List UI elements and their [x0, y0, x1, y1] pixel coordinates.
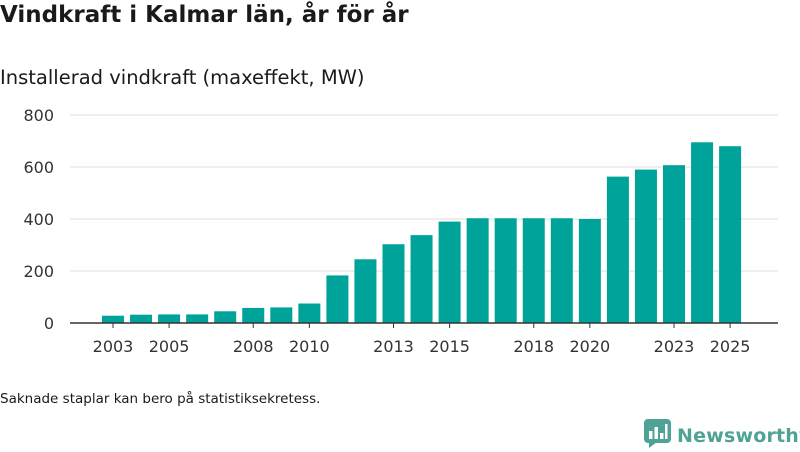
bar-2022	[634, 169, 657, 323]
footnote: Saknade staplar kan bero på statistiksek…	[0, 391, 321, 407]
x-tick-label-2010: 2010	[289, 337, 330, 356]
x-tick-label-2020: 2020	[569, 337, 610, 356]
bar-2018	[522, 218, 545, 323]
bar-2015	[438, 221, 461, 323]
bar-2023	[663, 165, 685, 323]
y-tick-label-400: 400	[23, 210, 54, 229]
x-tick-label-2003: 2003	[93, 337, 134, 356]
x-tick-label-2018: 2018	[513, 337, 554, 356]
bar-2013	[382, 244, 405, 323]
x-tick-label-2013: 2013	[373, 337, 414, 356]
brand-name: Newsworthy	[677, 424, 800, 447]
bar-2021	[606, 176, 629, 323]
y-tick-label-200: 200	[23, 262, 54, 281]
bar-2004	[130, 314, 153, 323]
bar-2006	[186, 314, 209, 323]
x-tick-label-2025: 2025	[710, 337, 751, 356]
bar-2024	[691, 142, 714, 323]
bar-2019	[550, 218, 573, 323]
bar-2005	[158, 314, 181, 323]
chart-title: Vindkraft i Kalmar län, år för år	[0, 2, 409, 28]
x-tick-label-2015: 2015	[429, 337, 470, 356]
bar-2025	[719, 146, 742, 323]
bar-2020	[578, 219, 601, 323]
bar-2009	[270, 307, 293, 323]
bar-2014	[410, 235, 433, 323]
chart-subtitle: Installerad vindkraft (maxeffekt, MW)	[0, 66, 365, 89]
x-tick-label-2008: 2008	[233, 337, 274, 356]
bar-2011	[326, 275, 349, 323]
bar-2016	[466, 218, 489, 323]
x-tick-label-2005: 2005	[149, 337, 190, 356]
y-tick-label-0: 0	[44, 314, 54, 333]
bar-2008	[242, 307, 265, 323]
bar-2012	[354, 259, 377, 323]
bar-2003	[102, 315, 124, 323]
bar-2017	[494, 218, 517, 323]
y-tick-label-600: 600	[23, 158, 54, 177]
x-tick-label-2023: 2023	[654, 337, 695, 356]
brand-logo[interactable]: Newsworthy	[644, 419, 800, 452]
bar-2007	[214, 311, 237, 323]
y-tick-label-800: 800	[23, 106, 54, 125]
bar-2010	[298, 303, 321, 323]
newsworthy-logo-icon	[644, 419, 671, 452]
